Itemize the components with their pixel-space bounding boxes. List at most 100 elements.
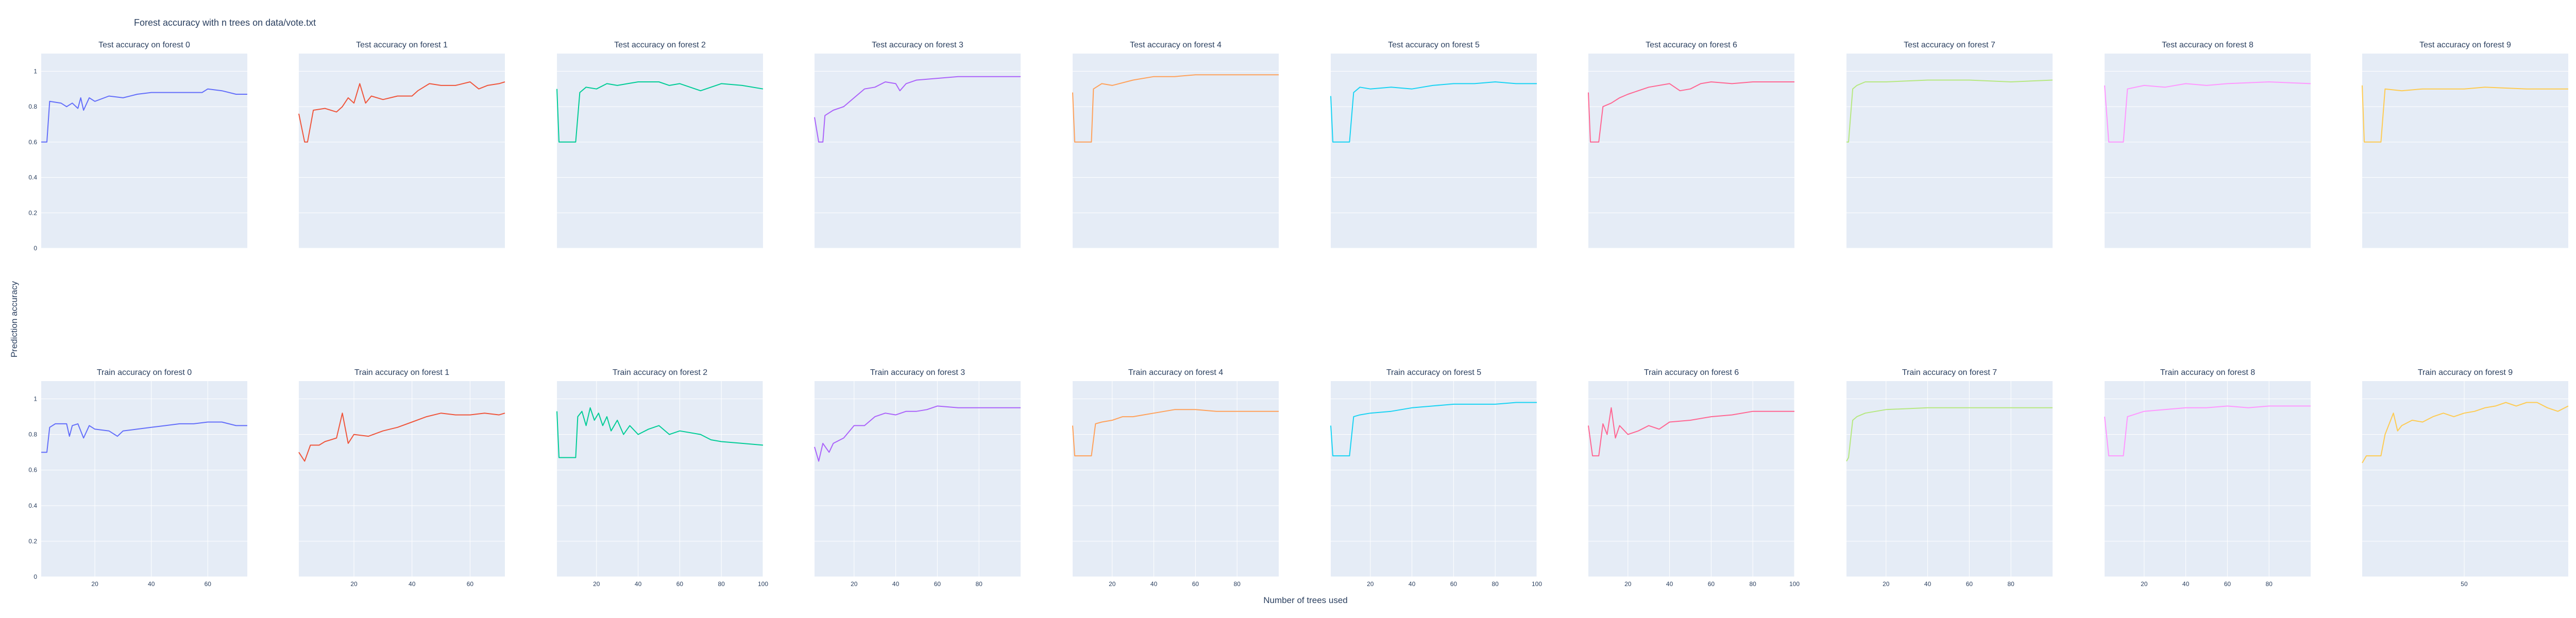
subplot-title: Test accuracy on forest 2 bbox=[614, 41, 706, 49]
subplot-train-forest-2: 20 40 60 80 100 Train accuracy on forest 2 bbox=[556, 368, 768, 588]
y-tick-label: 0.8 bbox=[28, 103, 37, 110]
x-tick-label: 50 bbox=[2461, 580, 2468, 588]
subplot-test-forest-4: Test accuracy on forest 4 bbox=[1072, 41, 1279, 249]
y-tick-label: 0.6 bbox=[28, 139, 37, 146]
subplot-title: Test accuracy on forest 4 bbox=[1130, 41, 1222, 49]
x-tick-label: 60 bbox=[1192, 580, 1199, 588]
x-tick-label: 40 bbox=[1666, 580, 1673, 588]
x-tick-label: 80 bbox=[2008, 580, 2015, 588]
subplot-test-forest-6: Test accuracy on forest 6 bbox=[1588, 41, 1794, 249]
x-axis-title: Number of trees used bbox=[1263, 595, 1348, 605]
subplot-title: Train accuracy on forest 5 bbox=[1386, 368, 1481, 377]
x-tick-label: 80 bbox=[976, 580, 983, 588]
x-tick-label: 20 bbox=[593, 580, 600, 588]
subplot-train-forest-8: 20 40 60 80 Train accuracy on forest 8 bbox=[2104, 368, 2311, 588]
subplot-title: Test accuracy on forest 3 bbox=[872, 41, 963, 49]
plot-area bbox=[299, 381, 505, 577]
subplot-train-forest-6: 20 40 60 80 100 Train accuracy on forest 6 bbox=[1588, 368, 1800, 588]
plot-area bbox=[815, 381, 1021, 577]
series-line-forest-2 bbox=[556, 81, 764, 143]
x-tick-label: 80 bbox=[1234, 580, 1241, 588]
series-line-forest-1 bbox=[298, 81, 505, 143]
plot-area bbox=[1073, 54, 1279, 248]
subplot-test-forest-8: Test accuracy on forest 8 bbox=[2104, 41, 2311, 249]
plot-area bbox=[2362, 381, 2568, 577]
subplot-title: Train accuracy on forest 3 bbox=[870, 368, 965, 377]
subplot-title: Train accuracy on forest 1 bbox=[354, 368, 449, 377]
series-line-forest-9 bbox=[2362, 85, 2568, 143]
series-line-forest-2 bbox=[556, 407, 764, 458]
plot-area bbox=[2362, 54, 2568, 248]
x-tick-label: 20 bbox=[1109, 580, 1116, 588]
subplot-title: Train accuracy on forest 4 bbox=[1128, 368, 1223, 377]
subplot-title: Test accuracy on forest 5 bbox=[1388, 41, 1480, 49]
plot-area bbox=[41, 381, 247, 577]
y-tick-label: 0.4 bbox=[28, 502, 37, 509]
series-line-forest-3 bbox=[814, 405, 1021, 462]
subplot-title: Train accuracy on forest 8 bbox=[2160, 368, 2255, 377]
figure-title: Forest accuracy with n trees on data/vot… bbox=[134, 18, 316, 28]
subplot-train-forest-5: 20 40 60 80 100 Train accuracy on forest 5 bbox=[1330, 368, 1542, 588]
series-line-forest-0 bbox=[41, 88, 247, 143]
subplot-test-forest-1: Test accuracy on forest 1 bbox=[298, 41, 505, 249]
subplot-train-forest-9: 50 Train accuracy on forest 9 bbox=[2362, 368, 2569, 588]
x-tick-label: 60 bbox=[2224, 580, 2231, 588]
x-tick-label: 20 bbox=[851, 580, 858, 588]
y-tick-label: 0.2 bbox=[28, 538, 37, 545]
x-tick-label: 20 bbox=[350, 580, 358, 588]
plot-area bbox=[41, 54, 247, 248]
x-tick-label: 60 bbox=[1966, 580, 1973, 588]
plot-area bbox=[2105, 381, 2311, 577]
x-tick-label: 80 bbox=[2266, 580, 2273, 588]
plot-area bbox=[557, 54, 763, 248]
y-tick-label: 0 bbox=[33, 245, 37, 252]
plot-area bbox=[299, 54, 505, 248]
series-line-forest-8 bbox=[2104, 405, 2311, 457]
series-line-forest-1 bbox=[298, 413, 505, 462]
plot-area bbox=[2105, 54, 2311, 248]
subplot-test-forest-2: Test accuracy on forest 2 bbox=[556, 41, 764, 249]
x-tick-label: 20 bbox=[1367, 580, 1374, 588]
x-tick-label: 60 bbox=[205, 580, 212, 588]
subplot-train-forest-3: 20 40 60 80 Train accuracy on forest 3 bbox=[814, 368, 1021, 588]
plot-area bbox=[1588, 381, 1794, 577]
subplot-train-forest-7: 20 40 60 80 Train accuracy on forest 7 bbox=[1846, 368, 2053, 588]
series-line-forest-6 bbox=[1588, 407, 1794, 457]
x-tick-label: 20 bbox=[91, 580, 98, 588]
subplot-title: Train accuracy on forest 7 bbox=[1902, 368, 1997, 377]
subplot-title: Train accuracy on forest 6 bbox=[1644, 368, 1739, 377]
series-line-forest-4 bbox=[1072, 409, 1279, 457]
subplot-test-forest-9: Test accuracy on forest 9 bbox=[2362, 41, 2568, 249]
x-tick-label: 40 bbox=[1150, 580, 1158, 588]
series-line-forest-6 bbox=[1588, 81, 1794, 143]
subplot-title: Test accuracy on forest 7 bbox=[1904, 41, 1995, 49]
x-tick-label: 80 bbox=[1492, 580, 1499, 588]
plot-area bbox=[1331, 54, 1537, 248]
subplot-title: Test accuracy on forest 9 bbox=[2419, 41, 2511, 49]
subplot-train-forest-0: 0 0.2 0.4 0.6 0.8 1 20 40 60 Train accuracy on fo… bbox=[28, 368, 247, 588]
x-tick-label: 60 bbox=[1708, 580, 1715, 588]
subplot-title: Train accuracy on forest 9 bbox=[2418, 368, 2513, 377]
subplot-train-forest-1: 20 40 60 Train accuracy on forest 1 bbox=[298, 368, 505, 588]
y-tick-label: 0.6 bbox=[28, 467, 37, 474]
series-line-forest-3 bbox=[814, 76, 1021, 143]
plot-area bbox=[1846, 54, 2053, 248]
plot-area bbox=[1073, 381, 1279, 577]
plot-area bbox=[1846, 381, 2053, 577]
subplot-test-forest-0: 0 0.2 0.4 0.6 0.8 1 Test accuracy on forest 0 bbox=[28, 41, 247, 252]
x-tick-label: 100 bbox=[1789, 580, 1800, 588]
series-line-forest-5 bbox=[1330, 81, 1537, 143]
x-tick-label: 80 bbox=[1750, 580, 1757, 588]
x-tick-label: 80 bbox=[718, 580, 725, 588]
series-line-forest-5 bbox=[1330, 402, 1537, 457]
x-tick-label: 60 bbox=[467, 580, 474, 588]
subplot-title: Train accuracy on forest 0 bbox=[97, 368, 192, 377]
series-line-forest-7 bbox=[1846, 407, 2053, 461]
x-tick-label: 100 bbox=[758, 580, 768, 588]
series-line-forest-9 bbox=[2362, 402, 2569, 464]
y-tick-label: 1 bbox=[33, 67, 37, 75]
x-tick-label: 40 bbox=[148, 580, 155, 588]
x-tick-label: 40 bbox=[1409, 580, 1416, 588]
plot-area bbox=[815, 54, 1021, 248]
